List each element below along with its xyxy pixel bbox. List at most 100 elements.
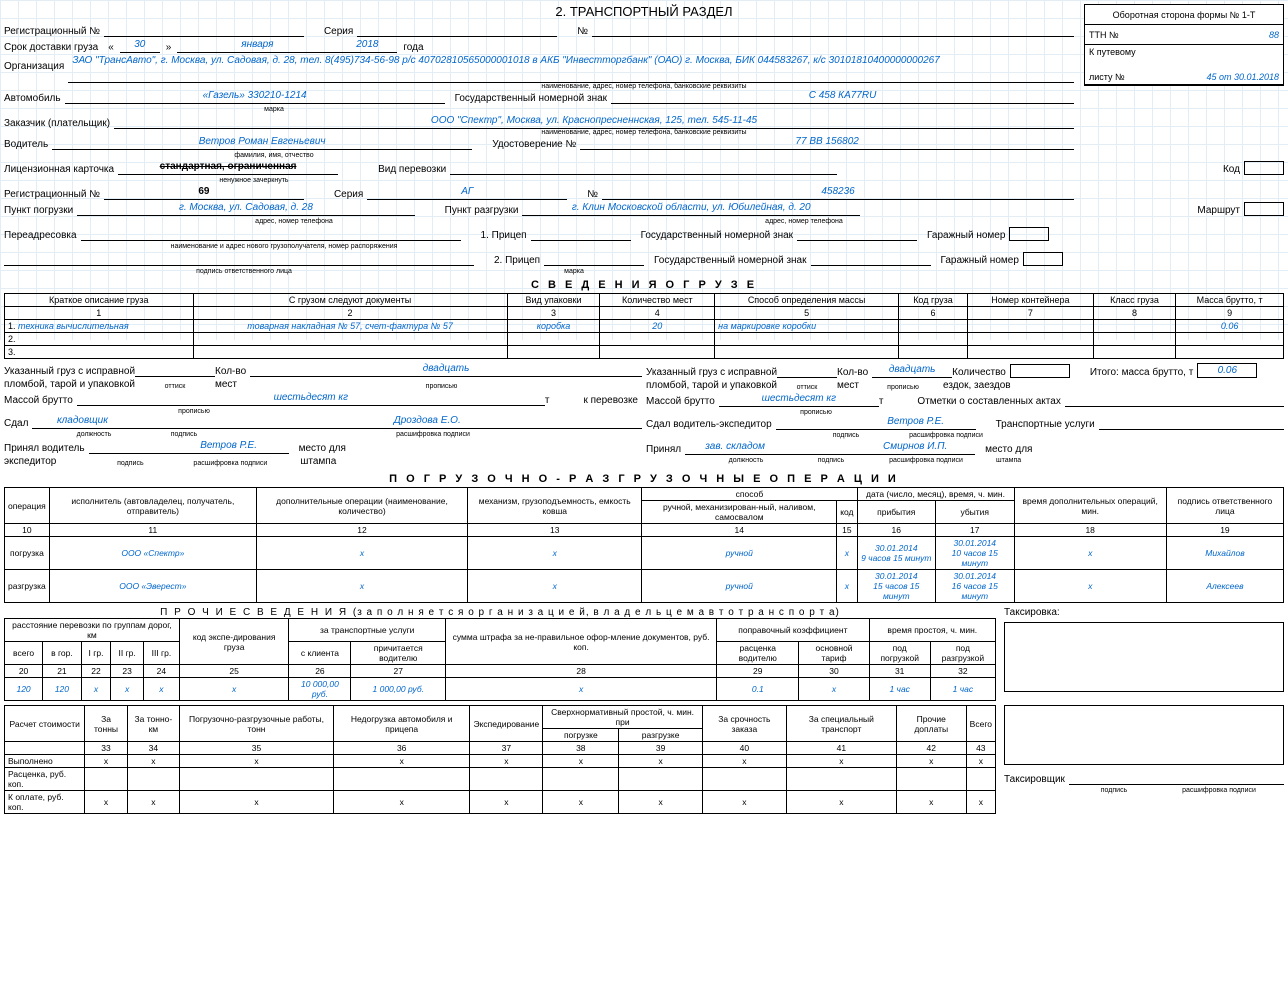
ops-col-num: 18 (1014, 524, 1166, 537)
auto-caption: марка (84, 106, 464, 113)
ops-h-date: дата (число, месяц), время, ч. мин. (857, 488, 1014, 501)
ops-cell: 30.01.20149 часов 15 минут (857, 537, 935, 570)
cargo-col-num: 8 (1093, 307, 1175, 320)
ops-section-title: П О Г Р У З О Ч Н О - Р А З Г Р У З О Ч … (4, 473, 1284, 485)
calc-cell: х (702, 755, 786, 768)
seal-l-stamp2: штампа (290, 456, 340, 467)
calc-h2: Погрузочно-разгрузочные работы, тонн (180, 706, 334, 742)
calc-h8: Прочие доплаты (896, 706, 966, 742)
waybill-info-box: Оборотная сторона формы № 1-Т ТТН №88 К … (1084, 4, 1284, 86)
license-caption: ненужное зачеркнуть (144, 177, 364, 184)
auto-plate-value: С 458 КА77RU (611, 90, 1074, 104)
calc-cell (470, 768, 543, 791)
seal-r-accepted-pos: зав. складом (685, 441, 785, 455)
calc-cell (702, 768, 786, 791)
seal-r-stamp: место для (975, 444, 1036, 455)
other-cell: 1 час (869, 678, 930, 701)
caption-sign4: подпись (796, 457, 866, 464)
seal-r-acts-label: Отметки о составленных актах (887, 396, 1064, 407)
calc-row: К оплате, руб. коп.ххххххххххх (5, 791, 996, 814)
calc-col-num: 41 (786, 742, 896, 755)
ops-h-m1: ручной, механизирован-ный, наливом, само… (642, 501, 837, 524)
waybill-label-2: листу № (1089, 72, 1125, 82)
garage1-label: Гаражный номер (917, 230, 1009, 241)
other-col-num: 31 (869, 665, 930, 678)
calc-row: Выполненоххххххххххх (5, 755, 996, 768)
cargo-header: С грузом следуют документы (193, 294, 507, 307)
cargo-header: Масса брутто, т (1176, 294, 1284, 307)
cargo-cell (715, 346, 899, 359)
ops-h-exec: исполнитель (автовладелец, получатель, о… (49, 488, 256, 524)
calc-cell: х (702, 791, 786, 814)
ops-cell: х (468, 570, 642, 603)
other-h-cli: с клиента (289, 642, 351, 665)
ops-cell: 30.01.201415 часов 15 минут (857, 570, 935, 603)
calc-cell (619, 768, 702, 791)
load-caption: адрес, номер телефона (104, 218, 484, 225)
calc-cell: х (966, 755, 995, 768)
other-h-rate: расценка водителю (717, 642, 799, 665)
cargo-cell (1176, 346, 1284, 359)
other-h-city: в гор. (43, 642, 82, 665)
cargo-cell: 2. (5, 333, 194, 346)
cargo-header: Вид упаковки (507, 294, 600, 307)
ops-cell: х (468, 537, 642, 570)
other-cell: х (81, 678, 111, 701)
seal-r-qty-caption: прописью (863, 384, 943, 391)
calc-h6: За срочность заказа (702, 706, 786, 742)
seal-l-qty-label2: мест (215, 379, 241, 390)
reg2-num-value: 458236 (602, 186, 1074, 200)
ops-h-arr: прибытия (857, 501, 935, 524)
redirect-label: Переадресовка (4, 230, 81, 241)
ops-table: операция исполнитель (автовладелец, полу… (4, 487, 1284, 603)
calc-col-num: 43 (966, 742, 995, 755)
tax-label: Таксировка: (1004, 607, 1284, 618)
seal-r-imprint: оттиск (777, 384, 837, 391)
seal-l-handed-pos: кладовщик (32, 415, 132, 429)
caption-sign3: подпись (806, 432, 886, 439)
seal-l-accepted-name: Ветров Р.Е. (169, 440, 289, 454)
ops-h-m2: код (837, 501, 857, 524)
reg2-value: 69 (104, 186, 304, 200)
cargo-cell (899, 333, 968, 346)
cargo-col-num: 1 (5, 307, 194, 320)
other-col-num: 28 (446, 665, 717, 678)
license-value: стандартная, ограниченная (118, 161, 338, 175)
cargo-cell (600, 346, 715, 359)
cargo-cell (600, 333, 715, 346)
cargo-cell (967, 333, 1093, 346)
ops-cell: ручной (642, 570, 837, 603)
calc-cell: х (180, 755, 334, 768)
garage2-label: Гаражный номер (931, 255, 1023, 266)
other-cell: 0.1 (717, 678, 799, 701)
garage2-value (1023, 252, 1063, 266)
delivery-label: Срок доставки груза (4, 42, 102, 53)
seal-l-qty-label: Кол-во (215, 366, 250, 377)
customer-caption: наименование, адрес, номер телефона, бан… (4, 129, 1284, 136)
cargo-cell: на маркировке коробки (715, 320, 899, 333)
seal-r-services: Транспортные услуги (976, 419, 1099, 430)
caption-name4: расшифровка подписи (866, 457, 986, 464)
ops-col-num: 11 (49, 524, 256, 537)
calc-cell (85, 768, 127, 791)
cargo-col-num: 6 (899, 307, 968, 320)
ops-col-num: 13 (468, 524, 642, 537)
other-h-drv: причитается водителю (351, 642, 446, 665)
calc-h0: За тонны (85, 706, 127, 742)
seal-l-qty-value: двадцать (250, 363, 642, 377)
cargo-cell: 3. (5, 346, 194, 359)
other-cell: 1 час (930, 678, 995, 701)
cargo-cell: 0.06 (1176, 320, 1284, 333)
seal-r-accepted-name: Смирнов И.П. (855, 441, 975, 455)
other-col-num: 23 (111, 665, 144, 678)
other-table: расстояние перевозки по группам дорог, к… (4, 618, 996, 701)
calc-h4: Экспедирование (470, 706, 543, 742)
reg-num-value (104, 23, 304, 37)
other-h-fine: сумма штрафа за не-правильное офор-млени… (446, 619, 717, 665)
other-cell: х (799, 678, 869, 701)
calc-cell: х (543, 755, 619, 768)
cargo-col-num: 4 (600, 307, 715, 320)
other-h-tariff: за транспортные услуги (289, 619, 446, 642)
calc-sub0: погрузке (543, 729, 619, 742)
cargo-header: Класс груза (1093, 294, 1175, 307)
